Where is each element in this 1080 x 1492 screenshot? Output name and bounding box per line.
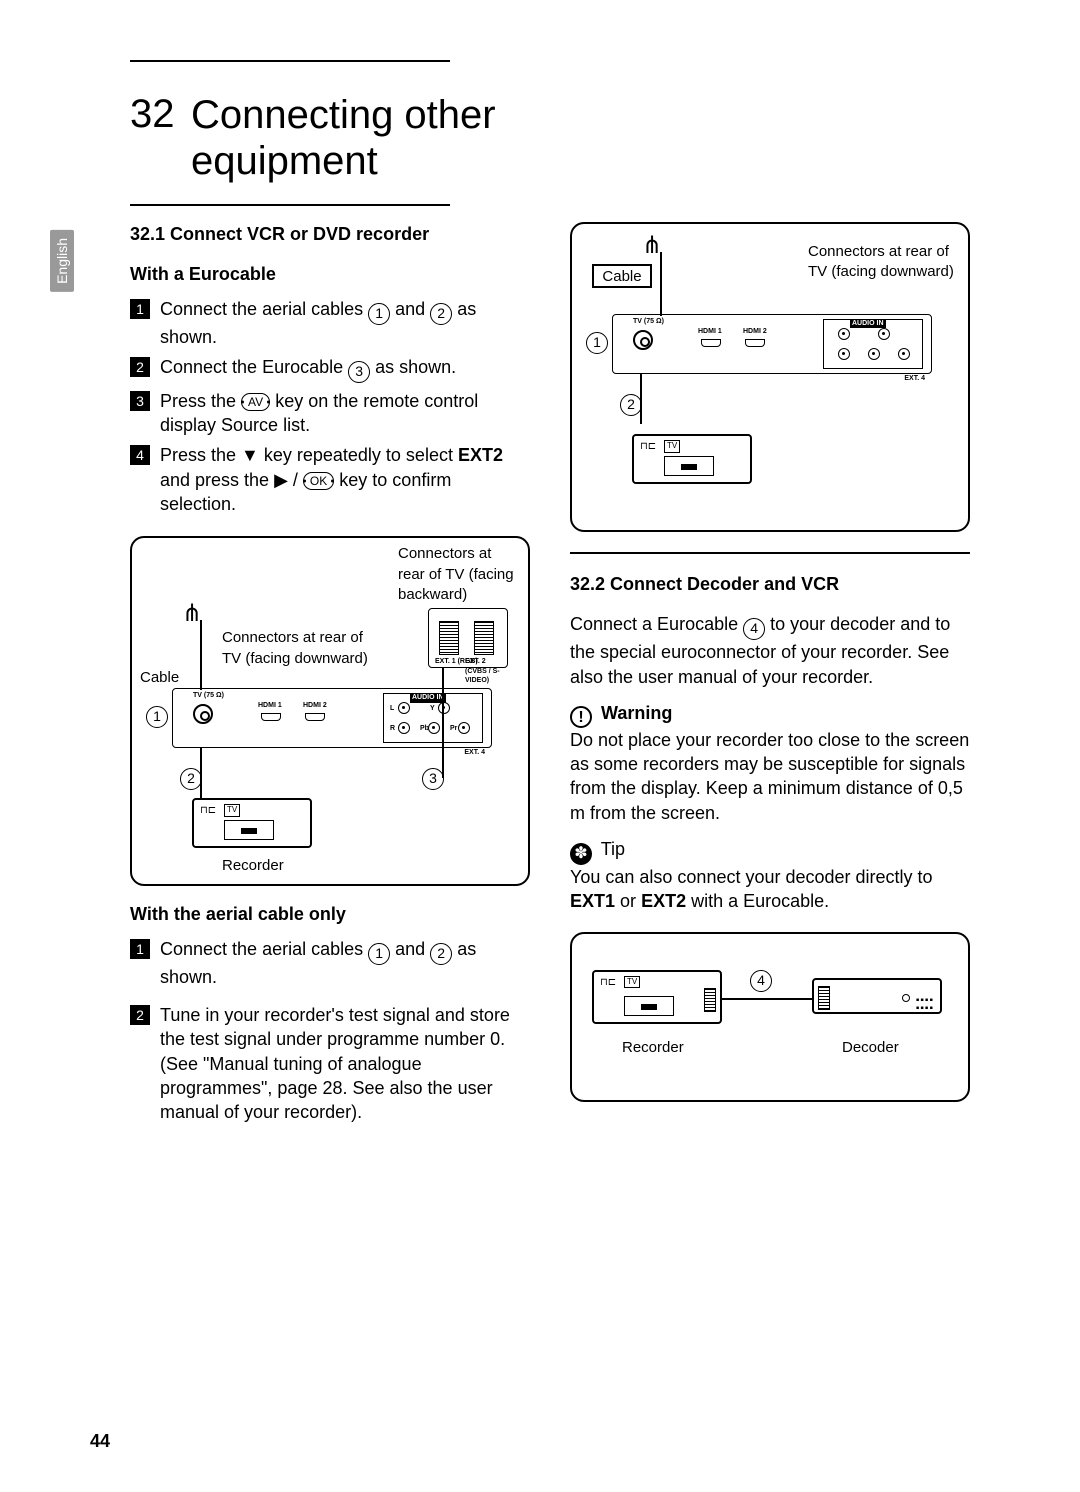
scart-ext2	[474, 621, 494, 655]
diagram-2: ⋔ Cable Connectors at rear of TV (facing…	[570, 222, 970, 532]
recorder-device-2: ⊓⊏ TV	[592, 970, 722, 1024]
page-number: 44	[90, 1431, 110, 1452]
chapter-number: 32	[130, 92, 175, 137]
warning-label: Warning	[601, 703, 672, 723]
decoder-label: Decoder	[842, 1038, 899, 1058]
recorder-device: ⊓⊏ TV	[192, 798, 312, 848]
section-32-2-heading: 32.2 Connect Decoder and VCR	[570, 572, 970, 596]
divider-top	[130, 60, 450, 62]
chapter-title: 32 Connecting other equipment	[130, 92, 990, 184]
hdmi2-port	[305, 713, 325, 721]
step-badge-4: 4	[130, 445, 150, 465]
warning-icon: !	[570, 706, 592, 728]
step-4: 4 Press the ▼ key repeatedly to select E…	[130, 443, 530, 516]
steps-eurocable: 1 Connect the aerial cables 1 and 2 as s…	[130, 297, 530, 517]
step-2-text: Connect the Eurocable 3 as shown.	[160, 355, 530, 383]
step-4-text: Press the ▼ key repeatedly to select EXT…	[160, 443, 530, 516]
bottom-panel-2: TV (75 Ω) HDMI 1 HDMI 2 AUDIO IN EXT. 4	[612, 314, 932, 374]
step-badge-1: 1	[130, 299, 150, 319]
diagram-1: Connectors at rear of TV (facing backwar…	[130, 536, 530, 886]
step-badge-1b: 1	[130, 939, 150, 959]
diagram-3: ⊓⊏ TV 4 ▪▪▪▪ ▪▪▪▪ Recorder Decoder	[570, 932, 970, 1102]
step-3-text: Press the AV key on the remote control d…	[160, 389, 530, 438]
cable-label-box: Cable	[592, 264, 652, 288]
divider-mid	[130, 204, 450, 206]
circled-1: 1	[368, 303, 390, 325]
hdmi1-port	[261, 713, 281, 721]
d3-circled-4: 4	[750, 970, 772, 992]
divider-section	[570, 552, 970, 554]
circled-4: 4	[743, 618, 765, 640]
step-badge-2: 2	[130, 357, 150, 377]
step-1: 1 Connect the aerial cables 1 and 2 as s…	[130, 297, 530, 349]
circled-3: 3	[348, 361, 370, 383]
diagram-circled-3: 3	[422, 768, 444, 790]
recorder-label-2: Recorder	[622, 1038, 684, 1058]
rear-panel: EXT. 1 (RGB) EXT. 2 (CVBS / S-VIDEO)	[428, 608, 508, 668]
subheading-eurocable: With a Eurocable	[130, 262, 530, 286]
rf-jack	[193, 704, 213, 724]
step-badge-3: 3	[130, 391, 150, 411]
decoder-paragraph: Connect a Eurocable 4 to your decoder an…	[570, 612, 970, 689]
cable-label: Cable	[140, 668, 179, 688]
av-key: AV	[241, 393, 270, 411]
warning-block: ! Warning Do not place your recorder too…	[570, 701, 970, 825]
note-backward: Connectors at rear of TV (facing backwar…	[398, 544, 518, 605]
tv-device: ⊓⊏ TV	[632, 434, 752, 484]
circled-2: 2	[430, 303, 452, 325]
language-tab: English	[50, 230, 74, 292]
ok-key: OK	[303, 472, 334, 490]
audio-in-block: AUDIO IN L Y R Pb Pr	[383, 693, 483, 743]
tip-icon: ✽	[570, 843, 592, 865]
section-32-1-heading: 32.1 Connect VCR or DVD recorder	[130, 222, 530, 246]
note-downward-2: Connectors at rear of TV (facing downwar…	[808, 242, 958, 283]
scart-ext1	[439, 621, 459, 655]
aerial-step-2: 2 Tune in your recorder's test signal an…	[130, 1003, 530, 1124]
steps-aerial: 1 Connect the aerial cables 1 and 2 as s…	[130, 937, 530, 1125]
tip-label: Tip	[601, 839, 625, 859]
right-column: ⋔ Cable Connectors at rear of TV (facing…	[570, 222, 970, 1130]
tip-block: ✽ Tip You can also connect your decoder …	[570, 837, 970, 914]
subheading-aerial-only: With the aerial cable only	[130, 902, 530, 926]
note-downward: Connectors at rear of TV (facing downwar…	[222, 628, 372, 669]
step-3: 3 Press the AV key on the remote control…	[130, 389, 530, 438]
bottom-panel: TV (75 Ω) HDMI 1 HDMI 2 AUDIO IN L Y R P…	[172, 688, 492, 748]
chapter-text: Connecting other equipment	[191, 92, 496, 184]
diagram-circled-2: 2	[180, 768, 202, 790]
aerial-step-1: 1 Connect the aerial cables 1 and 2 as s…	[130, 937, 530, 989]
warning-text: Do not place your recorder too close to …	[570, 730, 969, 823]
recorder-label: Recorder	[222, 856, 284, 876]
step-1-text: Connect the aerial cables 1 and 2 as sho…	[160, 297, 530, 349]
left-column: 32.1 Connect VCR or DVD recorder With a …	[130, 222, 530, 1130]
decoder-device: ▪▪▪▪ ▪▪▪▪	[812, 978, 942, 1014]
d2-circled-2: 2	[620, 394, 642, 416]
d2-circled-1: 1	[586, 332, 608, 354]
step-2: 2 Connect the Eurocable 3 as shown.	[130, 355, 530, 383]
diagram-circled-1: 1	[146, 706, 168, 728]
step-badge-2b: 2	[130, 1005, 150, 1025]
